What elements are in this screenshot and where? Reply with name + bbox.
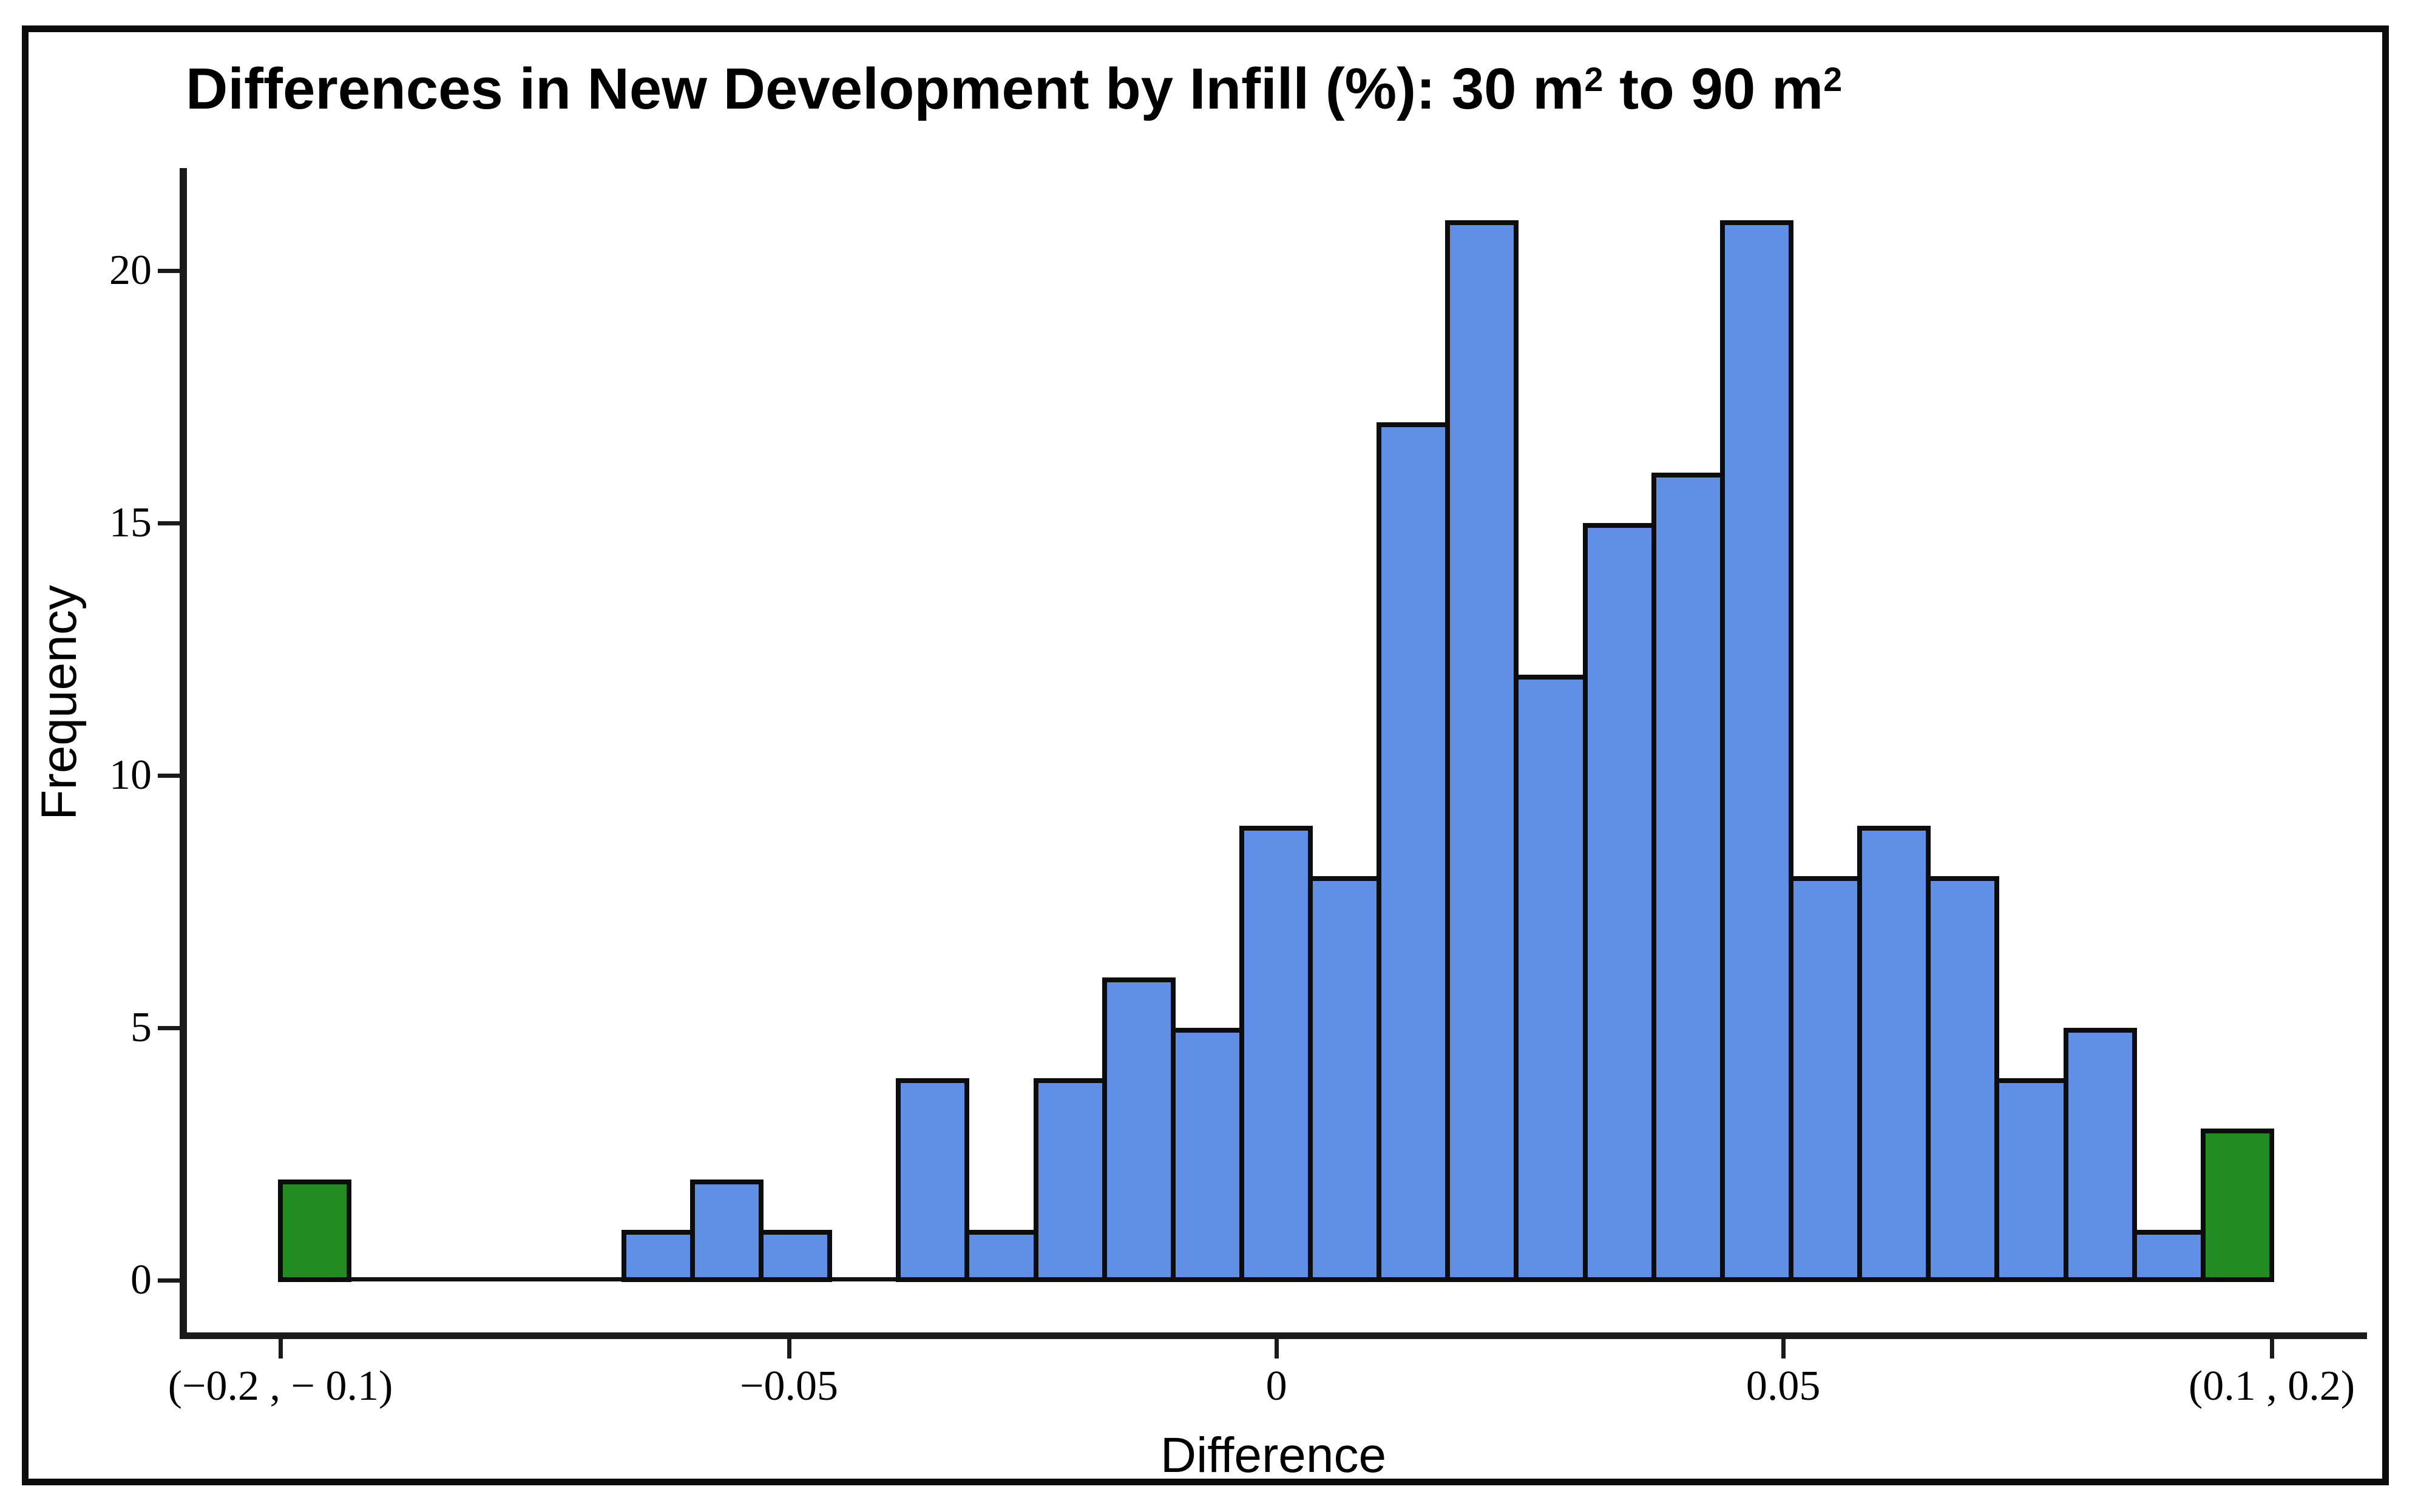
histogram-bar [1651,472,1725,1282]
x-tick-mark [2270,1339,2274,1358]
y-tick-label: 20 [109,247,152,294]
histogram-bar [896,1078,970,1282]
histogram-bar [2063,1028,2137,1282]
chart-title: Differences in New Development by Infill… [186,56,1842,123]
y-tick-mark [158,774,182,778]
histogram-bar [1102,977,1176,1282]
x-axis-title: Difference [1160,1428,1387,1483]
y-tick-mark [158,1026,182,1030]
y-axis-title: Frequency [32,585,87,820]
histogram-bar [1239,826,1313,1282]
histogram-bar [278,1179,352,1282]
y-axis-line [180,168,187,1339]
chart-title-mid: to 90 m [1603,56,1824,121]
histogram-bar [1719,220,1794,1282]
y-tick-label: 10 [109,752,152,798]
histogram-bar [1857,826,1931,1282]
x-axis-line [180,1332,2367,1339]
chart-title-main: Differences in New Development by Infill… [186,56,1585,121]
histogram-bar [1789,876,1863,1282]
y-tick-mark [158,1278,182,1283]
histogram-bar [2200,1129,2274,1282]
histogram-bar [758,1229,833,1282]
x-tick-mark [787,1339,791,1358]
x-tick-mark [279,1339,283,1358]
histogram-bar [964,1229,1038,1282]
histogram-bar [1033,1078,1107,1282]
histogram-bar [1514,674,1588,1282]
histogram-bar [1377,422,1451,1282]
chart-title-superscript-2: 2 [1823,61,1843,99]
x-tick-label: −0.05 [739,1363,838,1409]
x-tick-label: (−0.2 , − 0.1) [168,1363,393,1409]
histogram-bar [1445,220,1519,1282]
histogram-bar [1308,876,1382,1282]
y-tick-label: 15 [109,499,152,546]
histogram-bar [1582,523,1656,1282]
y-tick-mark [158,269,182,273]
histogram-bar [689,1179,764,1282]
x-tick-label: 0 [1265,1363,1287,1409]
histogram-bar [2132,1229,2206,1282]
y-tick-label: 0 [130,1257,152,1303]
y-tick-mark [158,521,182,525]
histogram-bar [621,1229,695,1282]
chart-title-superscript-1: 2 [1584,61,1604,99]
x-tick-label: (0.1 , 0.2) [2188,1363,2355,1409]
histogram-bar [1994,1078,2068,1282]
y-tick-label: 5 [130,1004,152,1051]
histogram-bar [1170,1028,1244,1282]
histogram-bar [1926,876,2000,1282]
x-tick-label: 0.05 [1746,1363,1821,1409]
x-tick-mark [1781,1339,1786,1358]
x-tick-mark [1275,1339,1279,1358]
